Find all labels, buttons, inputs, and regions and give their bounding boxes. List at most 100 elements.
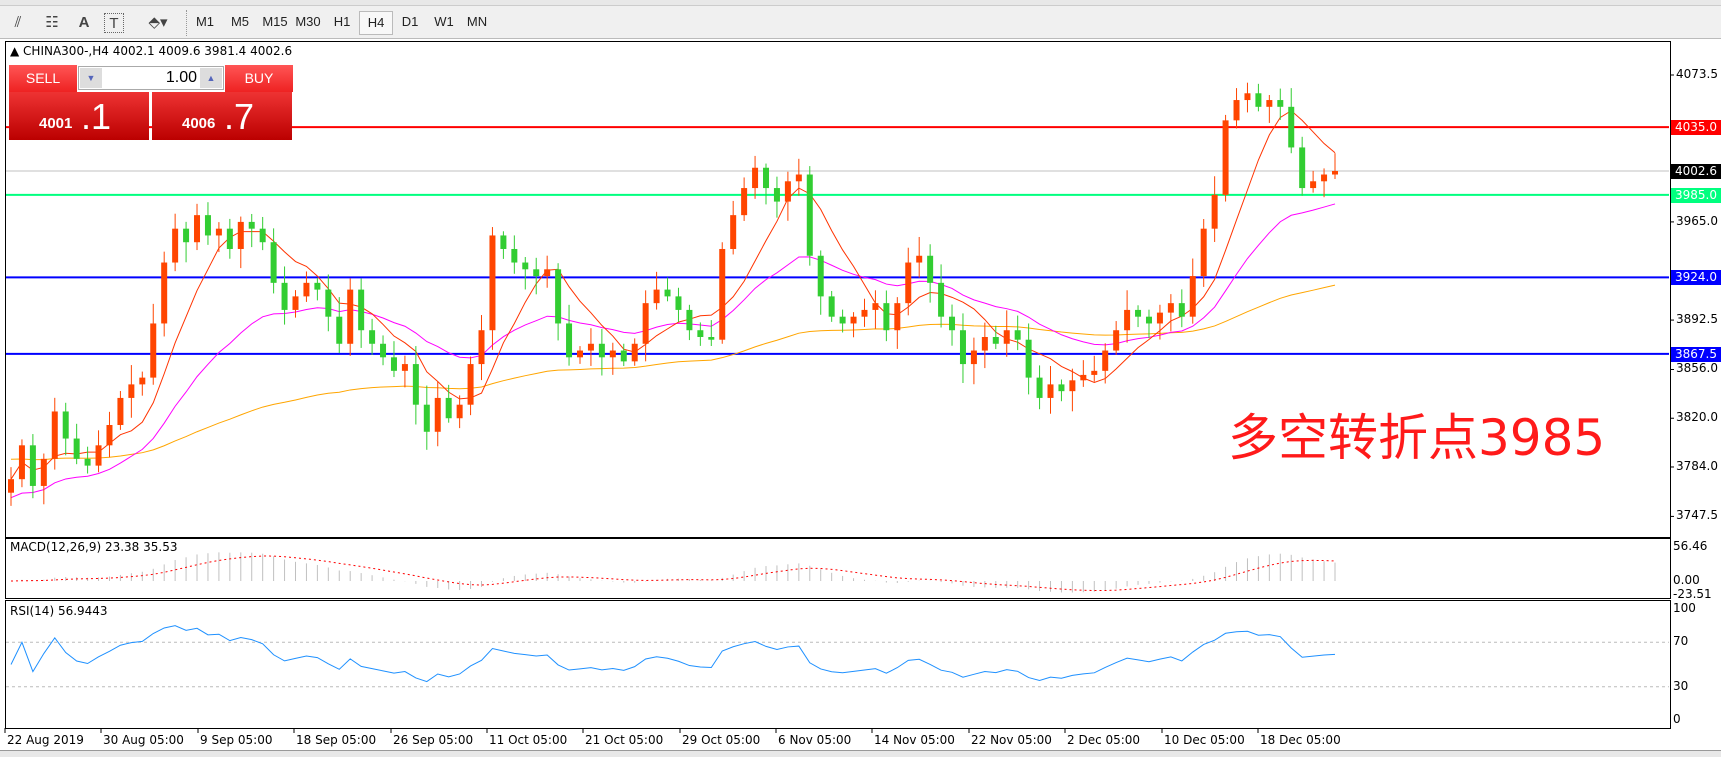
candle-body bbox=[401, 364, 408, 371]
candle-body bbox=[992, 336, 999, 344]
candle-body bbox=[1058, 384, 1065, 392]
rsi-line bbox=[10, 625, 1336, 683]
buy-price[interactable]: 4006 .7 bbox=[152, 92, 292, 140]
candle-body bbox=[620, 350, 627, 362]
sell-price[interactable]: 4001 .1 bbox=[9, 92, 149, 140]
rsi-label: RSI(14) 56.9443 bbox=[10, 604, 108, 618]
candle-body bbox=[1299, 147, 1306, 189]
sell-price-main: 4001 bbox=[39, 115, 73, 132]
candle-body bbox=[259, 228, 266, 243]
fibonacci-fan-icon[interactable]: ☷ bbox=[45, 14, 59, 31]
candle-body bbox=[281, 282, 288, 310]
rsi-panel[interactable] bbox=[5, 600, 1671, 729]
date-label: 2 Dec 05:00 bbox=[1067, 733, 1141, 747]
candle-body bbox=[226, 228, 233, 249]
buy-price-big: .7 bbox=[224, 96, 255, 137]
candle-body bbox=[1102, 350, 1109, 371]
candle-body bbox=[1200, 228, 1207, 277]
candle-body bbox=[18, 445, 25, 480]
candle-body bbox=[1091, 370, 1098, 375]
price-axis-label: 3856.0 bbox=[1676, 361, 1718, 376]
price-axis-label: 3747.5 bbox=[1676, 508, 1718, 523]
price-axis-label: 3965.0 bbox=[1676, 213, 1718, 228]
candle-body bbox=[292, 296, 299, 310]
candle-body bbox=[1167, 303, 1174, 313]
candle-body bbox=[763, 167, 770, 189]
candle-body bbox=[817, 255, 824, 297]
candle-body bbox=[1244, 93, 1251, 101]
candle-body bbox=[456, 404, 463, 419]
candle-body bbox=[369, 330, 376, 344]
timeframe-m5[interactable]: M5 bbox=[230, 14, 250, 29]
candle-body bbox=[544, 269, 551, 277]
candle-body bbox=[697, 330, 704, 337]
candle-body bbox=[1222, 120, 1229, 195]
candle-body bbox=[106, 425, 113, 446]
bottom-scrollbar[interactable] bbox=[0, 750, 1721, 757]
candle-body bbox=[183, 228, 190, 243]
candle-body bbox=[423, 404, 430, 432]
main-chart[interactable] bbox=[5, 41, 1671, 539]
candle-body bbox=[609, 350, 616, 358]
candle-body bbox=[73, 438, 80, 459]
candle-body bbox=[445, 397, 452, 419]
candle-body bbox=[587, 343, 594, 351]
toolbar: ⫽ ☷ A T ⬘▾ M1 M5 M15 M30 H1 H4 D1 W1 MN bbox=[0, 6, 1721, 39]
candle-body bbox=[511, 248, 518, 263]
date-label: 21 Oct 05:00 bbox=[585, 733, 664, 747]
date-label: 29 Oct 05:00 bbox=[682, 733, 761, 747]
sell-button[interactable]: SELL bbox=[9, 65, 77, 92]
candle-body bbox=[927, 255, 934, 283]
timeframe-h1[interactable]: H1 bbox=[333, 14, 351, 29]
candle-body bbox=[478, 330, 485, 365]
candle-body bbox=[1310, 181, 1317, 189]
candle-body bbox=[117, 397, 124, 426]
macd-panel[interactable] bbox=[5, 537, 1671, 599]
candle-body bbox=[949, 316, 956, 331]
candle-body bbox=[150, 323, 157, 378]
candle-body bbox=[1332, 170, 1338, 175]
symbol-info: ▲ CHINA300-,H4 4002.1 4009.6 3981.4 4002… bbox=[10, 44, 293, 58]
candle-body bbox=[916, 255, 923, 263]
candle-body bbox=[314, 282, 321, 290]
candle-body bbox=[29, 445, 36, 486]
candle-body bbox=[336, 316, 343, 344]
rsi-axis-label: 30 bbox=[1673, 678, 1689, 693]
arrows-icon[interactable]: ⬘▾ bbox=[148, 14, 168, 31]
candle-body bbox=[806, 174, 813, 256]
elliott-wave-icon[interactable]: ⫽ bbox=[14, 13, 22, 31]
timeframe-m30[interactable]: M30 bbox=[295, 14, 321, 29]
date-label: 14 Nov 05:00 bbox=[874, 733, 955, 747]
candle-body bbox=[358, 289, 365, 331]
date-label: 6 Nov 05:00 bbox=[778, 733, 852, 747]
timeframe-d1[interactable]: D1 bbox=[401, 14, 419, 29]
timeframe-mn[interactable]: MN bbox=[466, 14, 488, 29]
candle-body bbox=[1080, 374, 1087, 381]
candle-body bbox=[981, 336, 988, 351]
timeframe-w1[interactable]: W1 bbox=[434, 14, 454, 29]
lot-stepper[interactable]: ▼ 1.00 ▲ bbox=[78, 66, 224, 90]
sell-price-big: .1 bbox=[81, 96, 112, 137]
lot-input[interactable]: 1.00 bbox=[165, 69, 197, 86]
buy-button[interactable]: BUY bbox=[225, 65, 293, 92]
candle-body bbox=[128, 384, 135, 398]
candle-body bbox=[215, 228, 222, 236]
lot-increase-button[interactable]: ▲ bbox=[200, 68, 222, 88]
toolbar-separator bbox=[186, 10, 189, 36]
candle-body bbox=[938, 282, 945, 317]
lot-decrease-button[interactable]: ▼ bbox=[80, 68, 102, 88]
timeframe-m15[interactable]: M15 bbox=[262, 14, 288, 29]
candle-body bbox=[204, 215, 211, 236]
timeframe-h4[interactable]: H4 bbox=[359, 11, 393, 35]
text-label-icon[interactable]: T bbox=[104, 13, 124, 33]
hline-price-tag: 3924.0 bbox=[1671, 270, 1721, 286]
price-axis-label: 4073.5 bbox=[1676, 67, 1718, 81]
candle-body bbox=[325, 289, 332, 317]
text-icon[interactable]: A bbox=[78, 13, 90, 31]
rsi-axis-label: 100 bbox=[1673, 601, 1696, 615]
timeframe-m1[interactable]: M1 bbox=[195, 14, 215, 29]
candle-body bbox=[303, 282, 310, 297]
candle-body bbox=[161, 262, 168, 324]
candle-body bbox=[139, 377, 146, 385]
candle-body bbox=[1255, 93, 1262, 107]
